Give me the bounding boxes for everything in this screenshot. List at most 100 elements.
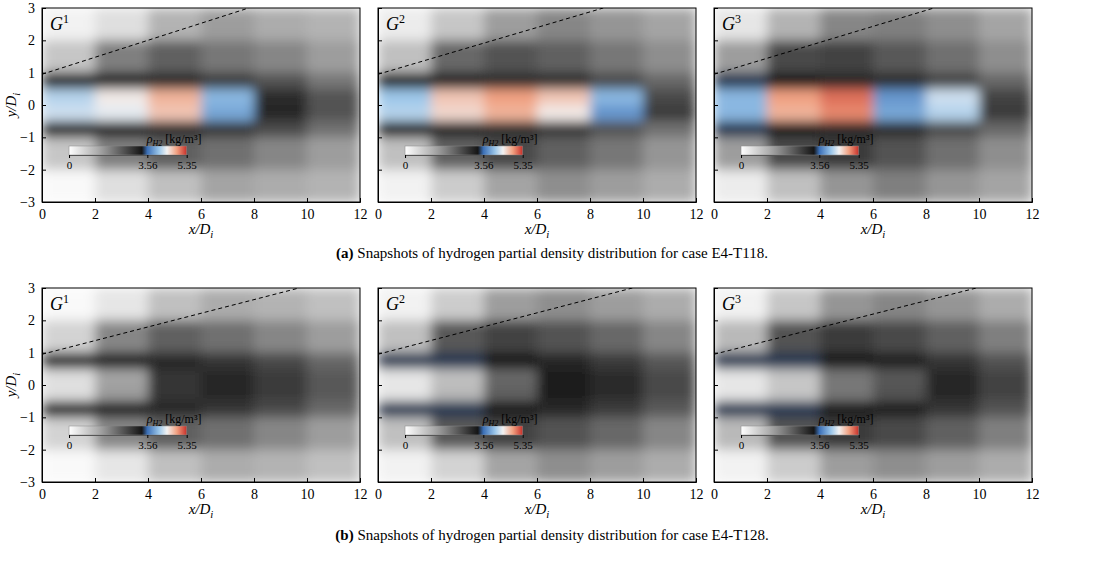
colorbar-tick-mark	[147, 155, 148, 158]
cell	[590, 369, 644, 386]
y-tick: 2	[28, 33, 46, 48]
cell	[431, 353, 485, 370]
cell	[42, 121, 96, 138]
panel-title: G2	[386, 12, 405, 34]
cell	[873, 170, 927, 202]
x-tick-mark	[979, 198, 980, 202]
cell	[979, 105, 1032, 122]
cell	[431, 170, 485, 202]
x-tick-label: 0	[375, 487, 382, 502]
cell	[148, 288, 202, 321]
cell	[484, 385, 538, 402]
x-tick: 8	[251, 478, 258, 502]
cell	[307, 417, 360, 450]
colorbar-tick-mark	[819, 435, 820, 438]
x-tick-mark	[696, 198, 697, 202]
y-tick: 1	[28, 346, 46, 361]
cell	[643, 8, 696, 41]
cell	[95, 170, 149, 202]
cell	[820, 170, 874, 202]
y-tick	[378, 288, 382, 289]
colorbar-axis-line	[406, 156, 524, 159]
caption-label: (a)	[336, 245, 354, 262]
y-tick	[378, 320, 382, 321]
y-tick-mark	[378, 482, 382, 483]
y-tick: −2	[20, 163, 46, 178]
cell	[431, 73, 485, 90]
cell	[378, 8, 432, 41]
colorbar-tick: 3.56	[810, 435, 830, 451]
x-axis-line	[715, 478, 1033, 483]
x-tick-label: 12	[354, 487, 368, 502]
reference-line	[714, 8, 934, 74]
y-tick-mark	[42, 73, 46, 74]
y-tick: −1	[20, 130, 46, 145]
panel-title: G1	[50, 12, 69, 34]
cell	[926, 450, 980, 482]
y-tick	[378, 417, 382, 418]
y-tick: 3	[28, 1, 46, 16]
cell	[643, 170, 696, 202]
y-tick-mark	[378, 73, 382, 74]
x-tick-label: 4	[817, 207, 824, 222]
colorbar: 03.565.35ρH2 [kg/m³]	[403, 132, 538, 171]
x-tick: 4	[817, 478, 824, 502]
x-tick-mark	[537, 198, 538, 202]
cell	[714, 8, 768, 41]
x-tick-label: 6	[534, 207, 541, 222]
cell	[643, 137, 696, 170]
y-tick-mark	[378, 40, 382, 41]
x-tick: 4	[145, 198, 152, 222]
y-tick: −2	[20, 443, 46, 458]
cell	[767, 73, 821, 90]
cell	[201, 170, 255, 202]
cell	[254, 353, 308, 370]
cell	[979, 450, 1032, 482]
x-tick: 6	[534, 478, 541, 502]
cell	[431, 8, 485, 41]
cell	[926, 89, 980, 106]
x-tick-mark	[643, 478, 644, 482]
cell	[307, 170, 360, 202]
colorbar-tick: 3.56	[474, 435, 494, 451]
cell	[431, 121, 485, 138]
cell	[378, 73, 432, 90]
y-axis	[714, 289, 718, 483]
y-tick-mark	[42, 450, 46, 451]
caption: (b) Snapshots of hydrogen partial densit…	[335, 527, 768, 544]
cell	[590, 121, 644, 138]
y-axis	[714, 9, 718, 203]
y-tick-mark	[378, 320, 382, 321]
plot-frame	[714, 288, 1032, 482]
x-tick-mark	[590, 478, 591, 482]
y-axis-line	[379, 9, 383, 203]
cell	[873, 353, 927, 370]
cell	[714, 89, 768, 106]
cell	[767, 320, 821, 353]
cell	[767, 369, 821, 386]
cell	[254, 73, 308, 90]
cell	[378, 89, 432, 106]
panel: 024681012−3−2−10123x/Diy/DiG103.565.35ρH…	[3, 1, 368, 240]
y-tick	[714, 450, 718, 451]
colorbar-tick-mark	[69, 435, 70, 438]
y-axis	[378, 9, 382, 203]
cell	[378, 121, 432, 138]
cell	[431, 369, 485, 386]
cell	[590, 73, 644, 90]
x-tick: 2	[764, 198, 771, 222]
cell	[926, 170, 980, 202]
x-tick-label: 6	[870, 207, 877, 222]
x-tick-mark	[148, 478, 149, 482]
cell	[767, 353, 821, 370]
cell	[537, 137, 591, 170]
cell	[254, 320, 308, 353]
cell	[307, 40, 360, 73]
x-tick-label: 10	[301, 207, 315, 222]
x-tick-mark	[360, 198, 361, 202]
cell	[873, 121, 927, 138]
cell	[254, 401, 308, 418]
cell	[643, 89, 696, 106]
y-tick: −3	[20, 475, 46, 490]
cell	[590, 40, 644, 73]
